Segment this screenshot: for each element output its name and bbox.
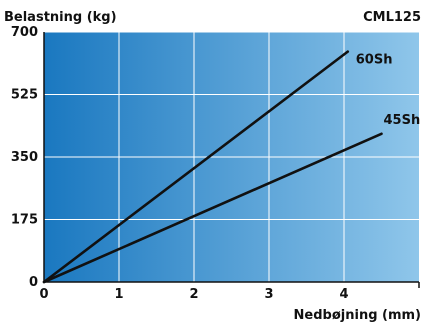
series-line-60Sh: [42, 50, 350, 284]
x-tick-label: 3: [264, 287, 273, 302]
x-axis-label: Nedbøjning (mm): [294, 308, 421, 323]
x-tick-label: 1: [114, 287, 123, 302]
x-tick-label: 0: [39, 287, 48, 302]
series-label: 60Sh: [356, 53, 393, 68]
series-lines: 60Sh 45Sh: [42, 50, 421, 284]
y-tick-label: 0: [29, 275, 38, 290]
y-tick-label: 525: [11, 88, 38, 103]
grid-lines: [44, 31, 419, 282]
y-tick-label: 700: [11, 25, 38, 40]
series-line-45Sh: [42, 132, 383, 284]
x-tick-label: 2: [189, 287, 198, 302]
chart-title: CML125: [363, 10, 421, 25]
y-tick-label: 350: [11, 150, 38, 165]
series-label: 45Sh: [384, 113, 421, 128]
y-tick-label: 175: [11, 213, 38, 228]
axes: 0123450175350525700: [11, 25, 420, 302]
y-axis-label: Belastning (kg): [4, 10, 117, 25]
x-tick-label: 4: [339, 287, 348, 302]
